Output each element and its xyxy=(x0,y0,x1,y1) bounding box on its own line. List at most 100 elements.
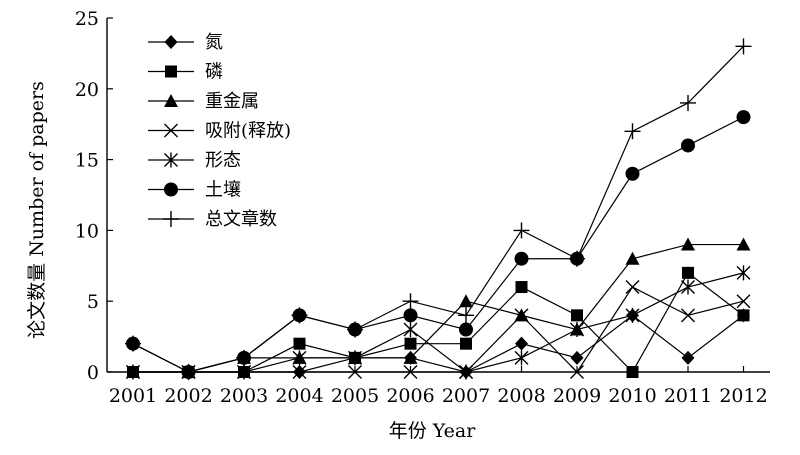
legend-label: 磷 xyxy=(205,62,223,83)
legend-label: 形态 xyxy=(205,150,241,171)
marker-x xyxy=(514,308,529,323)
marker-x xyxy=(403,365,418,379)
marker-asterisk xyxy=(237,364,251,380)
marker-plus xyxy=(735,38,752,55)
x-tick-label: 2009 xyxy=(553,385,601,407)
marker-diamond xyxy=(515,336,528,351)
marker-asterisk xyxy=(126,364,140,380)
x-tick-label: 2002 xyxy=(164,385,212,407)
marker-plus xyxy=(458,307,474,324)
marker-triangle xyxy=(403,350,418,364)
legend-label: 吸附(释放) xyxy=(205,121,291,142)
marker-triangle xyxy=(625,251,640,265)
marker-asterisk xyxy=(459,364,473,380)
marker-x xyxy=(164,123,178,138)
x-tick-label: 2012 xyxy=(719,385,767,407)
x-tick-label: 2010 xyxy=(608,385,656,407)
marker-square xyxy=(682,266,694,279)
legend-label: 重金属 xyxy=(205,91,259,112)
x-tick-label: 2005 xyxy=(331,385,379,407)
x-tick-label: 2011 xyxy=(664,385,712,407)
marker-circle xyxy=(736,110,751,125)
y-tick-label: 25 xyxy=(75,8,99,30)
x-tick-label: 2008 xyxy=(497,385,545,407)
marker-plus xyxy=(680,94,696,111)
legend-item: 总文章数 xyxy=(148,209,277,230)
legend-label: 氮 xyxy=(205,32,223,53)
marker-plus xyxy=(513,222,530,239)
x-tick-label: 2001 xyxy=(109,385,157,407)
marker-square xyxy=(626,366,639,378)
marker-square xyxy=(571,309,583,322)
marker-plus xyxy=(180,364,197,380)
series-7 xyxy=(125,38,752,380)
marker-x xyxy=(681,308,695,323)
marker-plus xyxy=(624,123,641,140)
series-5 xyxy=(126,265,751,380)
x-axis-title: 年份 Year xyxy=(389,420,477,442)
x-tick-label: 2004 xyxy=(275,385,323,407)
series-line xyxy=(133,272,744,373)
marker-triangle xyxy=(736,237,751,251)
marker-asterisk xyxy=(625,307,640,323)
legend-item: 重金属 xyxy=(148,91,259,112)
marker-diamond xyxy=(681,350,695,365)
marker-plus xyxy=(236,349,252,366)
marker-x xyxy=(570,365,584,379)
marker-plus xyxy=(347,321,363,338)
marker-circle xyxy=(514,251,529,266)
x-tick-label: 2003 xyxy=(220,385,268,407)
legend-item: 土壤 xyxy=(148,180,241,201)
marker-asterisk xyxy=(292,350,307,366)
marker-asterisk xyxy=(403,322,418,338)
marker-diamond xyxy=(164,35,178,49)
marker-asterisk xyxy=(348,350,362,366)
marker-square xyxy=(165,65,177,78)
marker-circle xyxy=(681,138,695,153)
marker-diamond xyxy=(570,350,584,365)
marker-square xyxy=(460,337,472,350)
marker-circle xyxy=(403,308,418,323)
marker-asterisk xyxy=(570,322,584,338)
marker-x xyxy=(625,280,640,295)
legend-item: 磷 xyxy=(148,62,223,83)
marker-x xyxy=(292,365,307,379)
axes: 0 5 10 15 20 25 2001 2002 2003 2004 2005 2006 2007 20… xyxy=(75,8,770,407)
marker-asterisk xyxy=(736,265,751,281)
marker-x xyxy=(348,365,362,379)
marker-plus xyxy=(402,293,419,310)
y-tick-label: 0 xyxy=(87,362,99,384)
marker-triangle xyxy=(459,294,473,308)
y-tick-label: 15 xyxy=(75,150,99,172)
x-tick-label: 2006 xyxy=(386,385,434,407)
marker-plus xyxy=(569,250,585,267)
legend-item: 吸附(释放) xyxy=(148,121,291,142)
marker-square xyxy=(515,281,528,294)
y-tick-label: 5 xyxy=(87,291,99,313)
marker-x xyxy=(736,294,751,309)
series-layer xyxy=(125,38,752,380)
marker-circle xyxy=(164,182,178,197)
marker-square xyxy=(293,337,306,350)
x-tick-label: 2007 xyxy=(442,385,490,407)
marker-circle xyxy=(625,166,640,181)
marker-triangle xyxy=(164,94,178,107)
legend-label: 土壤 xyxy=(205,180,241,201)
marker-plus xyxy=(291,307,308,324)
marker-square xyxy=(404,337,417,350)
marker-triangle xyxy=(681,237,695,251)
series-line xyxy=(132,45,744,373)
marker-asterisk xyxy=(681,279,695,295)
marker-circle xyxy=(459,322,473,337)
legend-label: 总文章数 xyxy=(205,209,277,230)
marker-asterisk xyxy=(514,350,529,366)
y-tick-label: 20 xyxy=(75,79,99,101)
y-axis-title: 论文数量 Number of papers xyxy=(26,81,48,339)
marker-plus xyxy=(125,335,141,352)
legend-item: 形态 xyxy=(148,150,241,171)
legend-item: 氮 xyxy=(148,32,223,53)
marker-square xyxy=(737,309,750,322)
y-tick-label: 10 xyxy=(75,220,99,242)
